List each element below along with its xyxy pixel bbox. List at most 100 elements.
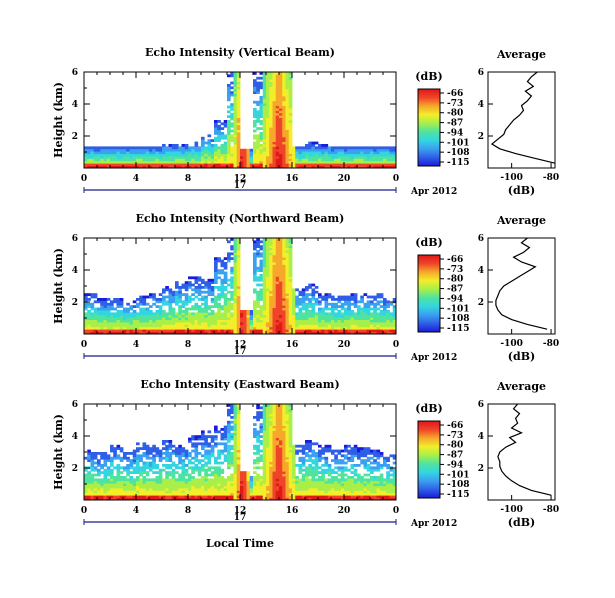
heatmap-cell (337, 151, 342, 154)
heatmap-cell (269, 74, 273, 78)
heatmap-cell (201, 483, 205, 486)
heatmap-cell (201, 317, 205, 320)
heatmap-cell (214, 160, 218, 164)
heatmap-cell (123, 156, 127, 159)
heatmap-cell (123, 163, 127, 166)
heatmap-cell (136, 447, 140, 450)
heatmap-cell (220, 293, 225, 296)
heatmap-cell (227, 411, 231, 414)
heatmap-cell (266, 110, 270, 114)
heatmap-cell (279, 108, 283, 111)
heatmap-cell (272, 165, 277, 169)
heatmap-cell (210, 471, 215, 474)
heatmap-cell (269, 134, 273, 138)
heatmap-cell (288, 326, 293, 330)
heatmap-cell (129, 156, 134, 159)
heatmap-cell (327, 163, 332, 166)
heatmap-cell (210, 452, 215, 455)
heatmap-cell (165, 440, 169, 443)
heatmap-cell (272, 262, 277, 265)
heatmap-cell (233, 100, 238, 104)
heatmap-cell (204, 302, 208, 306)
heatmap-cell (357, 148, 361, 152)
heatmap-cell (236, 271, 241, 275)
heatmap-cell (340, 153, 345, 157)
heatmap-cell (275, 264, 280, 268)
heatmap-cell (100, 331, 104, 335)
heatmap-cell (386, 319, 390, 323)
heatmap-cell (168, 310, 173, 313)
heatmap-cell (269, 312, 273, 316)
heatmap-cell (168, 322, 173, 325)
heatmap-cell (97, 148, 101, 152)
heatmap-cell (246, 495, 251, 498)
heatmap-cell (207, 468, 212, 472)
heatmap-cell (253, 492, 257, 496)
heatmap-cell (155, 331, 160, 335)
colorbar-gradient (417, 254, 441, 333)
heatmap-cell (142, 319, 147, 323)
heatmap-cell (249, 485, 254, 489)
heatmap-cell (272, 115, 277, 118)
heatmap-cell (165, 153, 169, 157)
heatmap-cell (344, 158, 348, 162)
heatmap-cell (126, 160, 130, 164)
heatmap-cell (165, 146, 169, 150)
heatmap-cell (175, 471, 179, 474)
heatmap-cell (236, 286, 241, 289)
heatmap-cell (305, 160, 309, 164)
heatmap-cell (253, 416, 257, 419)
heatmap-cell (360, 153, 364, 157)
heatmap-cell (227, 322, 231, 325)
heatmap-cell (259, 266, 264, 270)
heatmap-cell (184, 454, 189, 458)
heatmap-cell (126, 302, 130, 306)
heatmap-cell (240, 329, 244, 332)
heatmap-cell (282, 495, 286, 498)
heatmap-cell (132, 312, 137, 316)
heatmap-cell (207, 160, 212, 164)
heatmap-cell (204, 148, 208, 152)
heatmap-cell (236, 411, 241, 414)
heatmap-cell (298, 302, 303, 306)
heatmap-cell (106, 153, 111, 157)
heatmap-cell (165, 286, 169, 289)
heatmap-cell (308, 464, 312, 467)
heatmap-cell (103, 148, 108, 152)
heatmap-cell (308, 158, 312, 162)
heatmap-cell (288, 250, 293, 253)
heatmap-cell (256, 497, 260, 501)
heatmap-cell (214, 497, 218, 501)
heatmap-cell (201, 314, 205, 318)
heatmap-cell (87, 324, 91, 328)
heatmap-cell (233, 110, 238, 114)
heatmap-cell (360, 300, 364, 304)
heatmap-cell (230, 271, 234, 275)
heatmap-cell (275, 480, 280, 484)
heatmap-cell (220, 461, 225, 465)
heatmap-cell (266, 447, 270, 450)
heatmap-cell (337, 298, 342, 301)
heatmap-cell (282, 110, 286, 114)
heatmap-cell (246, 331, 251, 335)
heatmap-cell (292, 295, 296, 299)
heatmap-cell (321, 165, 325, 169)
heatmap-cell (327, 324, 332, 328)
heatmap-cell (347, 322, 351, 325)
heatmap-cell (194, 319, 199, 323)
heatmap-cell (207, 139, 212, 142)
heatmap-cell (210, 286, 215, 289)
heatmap-cell (139, 317, 143, 320)
heatmap-cell (184, 456, 189, 460)
heatmap-cell (340, 148, 345, 152)
heatmap-cell (253, 466, 257, 470)
heatmap-cell (266, 449, 270, 453)
heatmap-cell (262, 492, 267, 496)
heatmap-cell (279, 81, 283, 85)
heatmap-cell (366, 151, 371, 154)
heatmap-cell (259, 165, 264, 169)
heatmap-cell (168, 329, 173, 332)
heatmap-cell (223, 293, 228, 296)
heatmap-cell (87, 452, 91, 455)
heatmap-cell (259, 324, 264, 328)
